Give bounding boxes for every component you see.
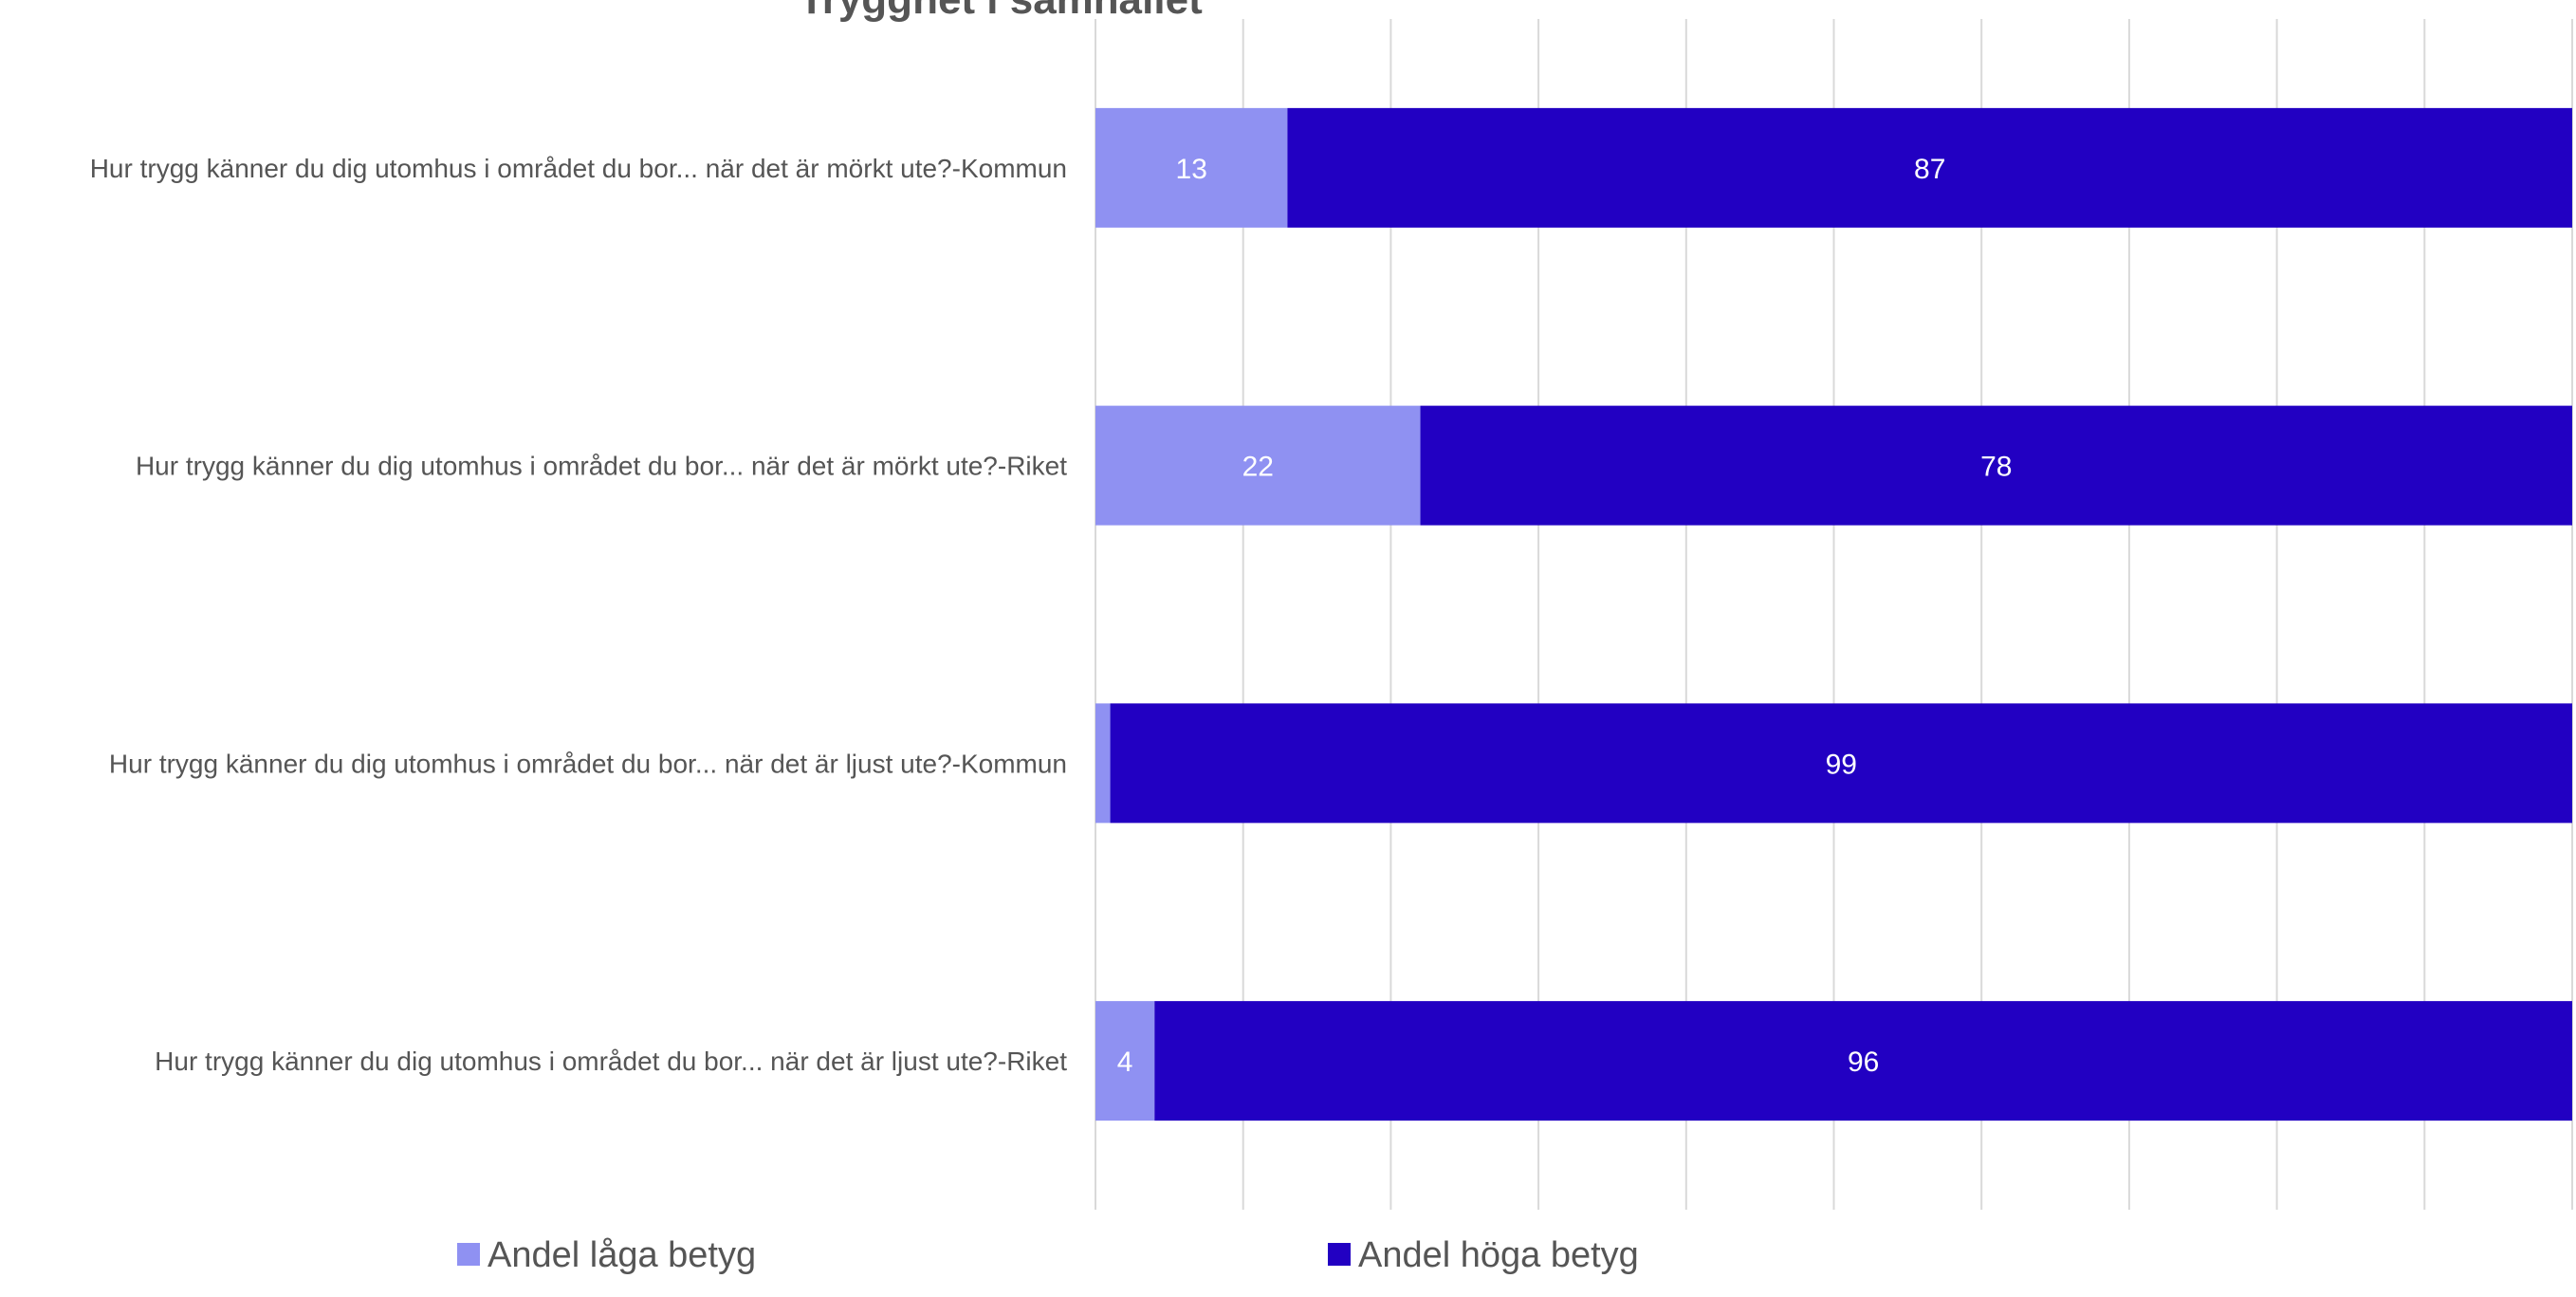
data-label: 87 [1914, 154, 1945, 185]
category-label: Hur trygg känner du dig utomhus i område… [90, 154, 1067, 183]
data-label: 99 [1826, 749, 1857, 780]
bar-high-rating [1287, 107, 2572, 228]
legend: Andel låga betyg Andel höga betyg [457, 1235, 1639, 1275]
chart-title: Trygghet i samhället [799, 0, 1203, 23]
bars: 13 87 22 78 99 4 96 [1095, 107, 2572, 1121]
bar-low-rating [1095, 1001, 1155, 1121]
legend-label: Andel höga betyg [1358, 1235, 1639, 1275]
category-label: Hur trygg känner du dig utomhus i område… [109, 749, 1067, 778]
bar-high-rating [1110, 703, 2572, 824]
bar-high-rating [1154, 1001, 2572, 1121]
category-label: Hur trygg känner du dig utomhus i område… [136, 452, 1067, 481]
bar-low-rating [1095, 107, 1288, 228]
bar-low-rating [1095, 703, 1111, 824]
legend-swatch [1328, 1243, 1351, 1266]
legend-label: Andel låga betyg [488, 1235, 756, 1275]
category-labels: Hur trygg känner du dig utomhus i område… [90, 154, 1068, 1076]
legend-swatch [457, 1243, 480, 1266]
bar-high-rating [1420, 405, 2572, 526]
data-label: 22 [1242, 452, 1274, 483]
data-label: 78 [1980, 452, 2012, 483]
data-label: 96 [1848, 1047, 1879, 1078]
data-label: 4 [1117, 1047, 1133, 1078]
bar-low-rating [1095, 405, 1421, 526]
category-label: Hur trygg känner du dig utomhus i område… [155, 1047, 1067, 1076]
data-label: 13 [1176, 154, 1207, 185]
